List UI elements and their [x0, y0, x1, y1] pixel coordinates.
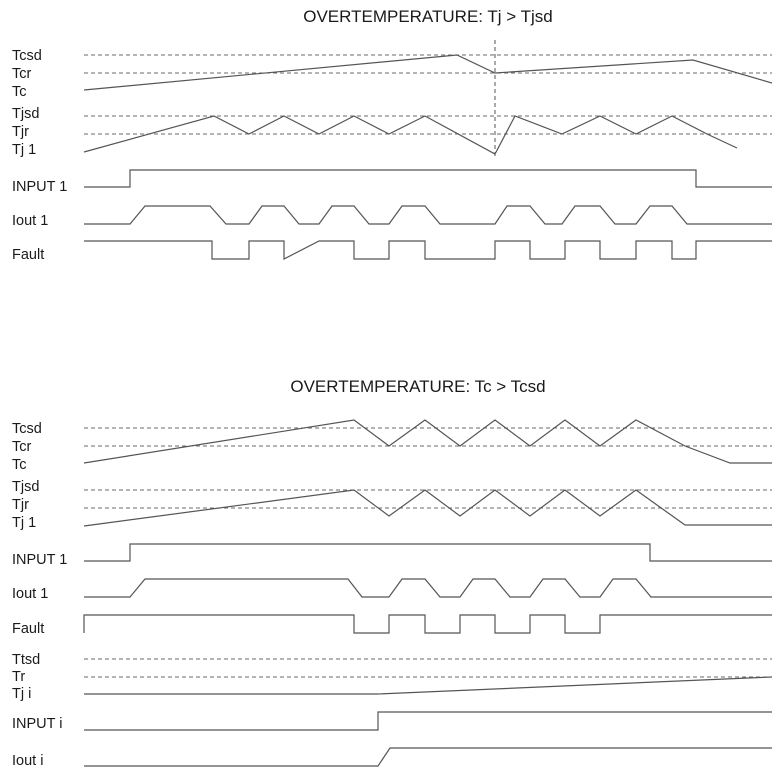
- iout-1-trace: [84, 578, 772, 598]
- label-tcsd: Tcsd: [12, 421, 42, 437]
- label-tr: Tr: [12, 669, 25, 685]
- label-tcr: Tcr: [12, 66, 32, 82]
- label-tj1: Tj 1: [12, 515, 36, 531]
- iout-i-trace: [84, 747, 772, 767]
- panel-1-title: OVERTEMPERATURE: Tj > Tjsd: [303, 7, 553, 26]
- panel-tj-overtemperature: OVERTEMPERATURE: Tj > Tjsd Tcsd Tcr Tc T…: [12, 7, 772, 263]
- label-tc: Tc: [12, 84, 27, 100]
- label-tc: Tc: [12, 457, 27, 473]
- tc-trace: [83, 54, 772, 91]
- fault-trace: [83, 614, 772, 634]
- input-1-trace: [84, 543, 772, 562]
- label-ttsd: Ttsd: [12, 652, 40, 668]
- label-iout-1: Iout 1: [12, 586, 48, 602]
- label-tjr: Tjr: [12, 497, 29, 513]
- label-fault: Fault: [12, 247, 44, 263]
- label-input-i: INPUT i: [12, 716, 63, 732]
- label-fault: Fault: [12, 621, 44, 637]
- label-input-1: INPUT 1: [12, 552, 67, 568]
- panel-tc-overtemperature: OVERTEMPERATURE: Tc > Tcsd Tcsd Tcr Tc T…: [12, 377, 772, 769]
- input-1-trace: [84, 169, 772, 188]
- label-tjsd: Tjsd: [12, 479, 39, 495]
- tj1-trace: [83, 489, 772, 527]
- tj-i-trace: [84, 676, 772, 695]
- label-tj-i: Tj i: [12, 686, 31, 702]
- fault-trace: [84, 240, 772, 260]
- label-input-1: INPUT 1: [12, 179, 67, 195]
- label-tcsd: Tcsd: [12, 48, 42, 64]
- tj1-trace: [83, 115, 738, 155]
- iout-1-trace: [84, 205, 772, 225]
- label-tj1: Tj 1: [12, 142, 36, 158]
- label-tjr: Tjr: [12, 124, 29, 140]
- label-iout-i: Iout i: [12, 753, 43, 769]
- tc-trace: [83, 419, 772, 464]
- label-tjsd: Tjsd: [12, 106, 39, 122]
- input-i-trace: [84, 711, 772, 731]
- panel-2-title: OVERTEMPERATURE: Tc > Tcsd: [290, 377, 545, 396]
- label-tcr: Tcr: [12, 439, 32, 455]
- label-iout-1: Iout 1: [12, 213, 48, 229]
